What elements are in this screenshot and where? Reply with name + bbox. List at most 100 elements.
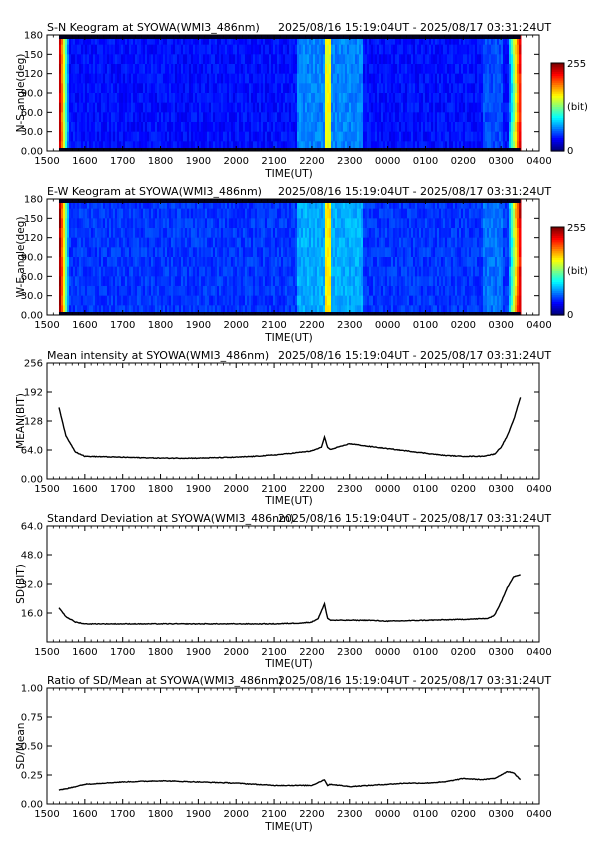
heatmap-cell xyxy=(328,83,332,94)
heatmap-cell xyxy=(94,83,98,94)
heatmap-cell xyxy=(330,276,334,287)
heatmap-cell xyxy=(516,112,520,123)
heatmap-cell xyxy=(284,208,288,219)
heatmap-cell xyxy=(60,276,64,287)
heatmap-cell xyxy=(446,93,450,104)
heatmap-cell xyxy=(326,266,330,277)
heatmap-cell xyxy=(352,54,356,65)
heatmap-cell xyxy=(324,131,328,142)
heatmap-cell xyxy=(238,93,242,104)
heatmap-cell xyxy=(166,295,170,306)
heatmap-cell xyxy=(228,112,232,123)
heatmap-cell xyxy=(368,64,372,75)
heatmap-cell xyxy=(188,54,192,65)
heatmap-cell xyxy=(186,64,190,75)
heatmap-cell xyxy=(424,122,428,133)
heatmap-cell xyxy=(120,122,124,133)
heatmap-cell xyxy=(78,131,82,142)
heatmap-cell xyxy=(290,141,294,152)
heatmap-cell xyxy=(180,93,184,104)
heatmap-cell xyxy=(162,44,166,55)
heatmap-cell xyxy=(190,141,194,152)
heatmap-cell xyxy=(110,276,114,287)
heatmap-cell xyxy=(412,122,416,133)
heatmap-cell xyxy=(146,44,150,55)
heatmap-cell xyxy=(370,35,374,46)
heatmap-cell xyxy=(398,73,402,84)
heatmap-cell xyxy=(320,218,324,229)
heatmap-cell xyxy=(328,64,332,75)
heatmap-cell xyxy=(386,122,390,133)
heatmap-cell xyxy=(222,93,226,104)
heatmap-cell xyxy=(126,266,130,277)
heatmap-cell xyxy=(156,64,160,75)
colorbar-segment xyxy=(551,118,564,121)
heatmap-cell xyxy=(348,54,352,65)
heatmap-cell xyxy=(346,257,350,268)
heatmap-cell xyxy=(410,93,414,104)
heatmap-cell xyxy=(366,64,370,75)
heatmap-cell xyxy=(346,54,350,65)
heatmap-cell xyxy=(280,83,284,94)
heatmap-cell xyxy=(232,295,236,306)
heatmap-cell xyxy=(378,83,382,94)
heatmap-cell xyxy=(60,64,64,75)
heatmap-cell xyxy=(402,73,406,84)
heatmap-cell xyxy=(136,83,140,94)
heatmap-cell xyxy=(316,228,320,239)
heatmap-cell xyxy=(254,131,258,142)
heatmap-cell xyxy=(506,44,510,55)
heatmap-cell xyxy=(380,266,384,277)
heatmap-cell xyxy=(218,237,222,248)
heatmap-cell xyxy=(290,112,294,123)
heatmap-cell xyxy=(60,286,64,297)
heatmap-cell xyxy=(120,102,124,113)
heatmap-cell xyxy=(212,64,216,75)
heatmap-cell xyxy=(346,247,350,258)
colorbar-segment xyxy=(551,98,564,101)
heatmap-cell xyxy=(232,112,236,123)
heatmap-cell xyxy=(86,276,90,287)
heatmap-cell xyxy=(356,102,360,113)
heatmap-cell xyxy=(324,112,328,123)
heatmap-cell xyxy=(324,305,328,316)
heatmap-cell xyxy=(484,35,488,46)
colorbar-segment xyxy=(551,142,564,145)
heatmap-cell xyxy=(124,141,128,152)
heatmap-cell xyxy=(116,102,120,113)
heatmap-cell xyxy=(84,122,88,133)
heatmap-cell xyxy=(244,257,248,268)
heatmap-cell xyxy=(248,93,252,104)
heatmap-cell xyxy=(232,73,236,84)
heatmap-cell xyxy=(364,54,368,65)
heatmap-cell xyxy=(418,141,422,152)
heatmap-cell xyxy=(272,54,276,65)
heatmap-cell xyxy=(284,199,288,210)
heatmap-cell xyxy=(168,102,172,113)
heatmap-cell xyxy=(134,93,138,104)
heatmap-cell xyxy=(410,102,414,113)
heatmap-cell xyxy=(446,141,450,152)
heatmap-cell xyxy=(188,73,192,84)
heatmap-cell xyxy=(262,228,266,239)
heatmap-cell xyxy=(436,83,440,94)
heatmap-cell xyxy=(330,141,334,152)
heatmap-cell xyxy=(230,237,234,248)
heatmap-cell xyxy=(244,141,248,152)
heatmap-cell xyxy=(394,112,398,123)
heatmap-cell xyxy=(438,54,442,65)
heatmap-cell xyxy=(262,286,266,297)
heatmap-cell xyxy=(166,141,170,152)
heatmap-cell xyxy=(512,83,516,94)
heatmap-cell xyxy=(392,93,396,104)
heatmap-cell xyxy=(302,247,306,258)
heatmap-cell xyxy=(140,286,144,297)
heatmap-cell xyxy=(204,64,208,75)
heatmap-cell xyxy=(104,276,108,287)
heatmap-cell xyxy=(424,131,428,142)
heatmap-cell xyxy=(174,266,178,277)
heatmap-cell xyxy=(132,257,136,268)
heatmap-cell xyxy=(236,237,240,248)
heatmap-cell xyxy=(172,35,176,46)
heatmap-cell xyxy=(146,141,150,152)
